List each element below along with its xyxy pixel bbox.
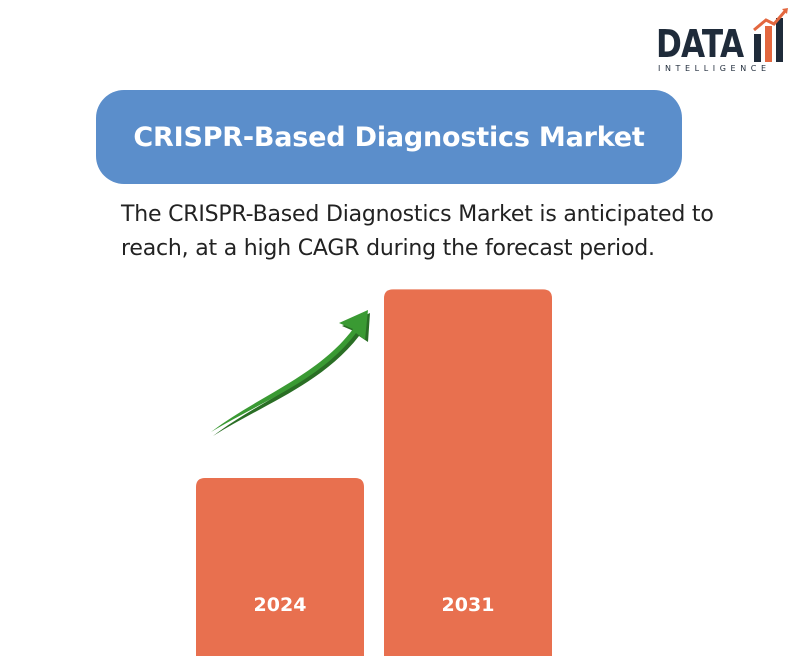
bar-label-2024: 2024 (254, 594, 307, 616)
data-intelligence-logo: DATA INTELLIGENCE (656, 6, 792, 78)
bar-label-2031: 2031 (442, 594, 495, 616)
market-description: The CRISPR-Based Diagnostics Market is a… (121, 202, 714, 261)
logo-bars-icon (753, 8, 788, 62)
logo-wordmark: DATA (656, 22, 744, 66)
page-title: CRISPR-Based Diagnostics Market (133, 121, 645, 153)
bar-2024 (196, 478, 364, 656)
logo-subtext: INTELLIGENCE (658, 64, 771, 73)
growth-arrow-icon (211, 310, 370, 436)
bar-2031 (384, 289, 552, 656)
title-banner: CRISPR-Based Diagnostics Market (96, 90, 682, 184)
